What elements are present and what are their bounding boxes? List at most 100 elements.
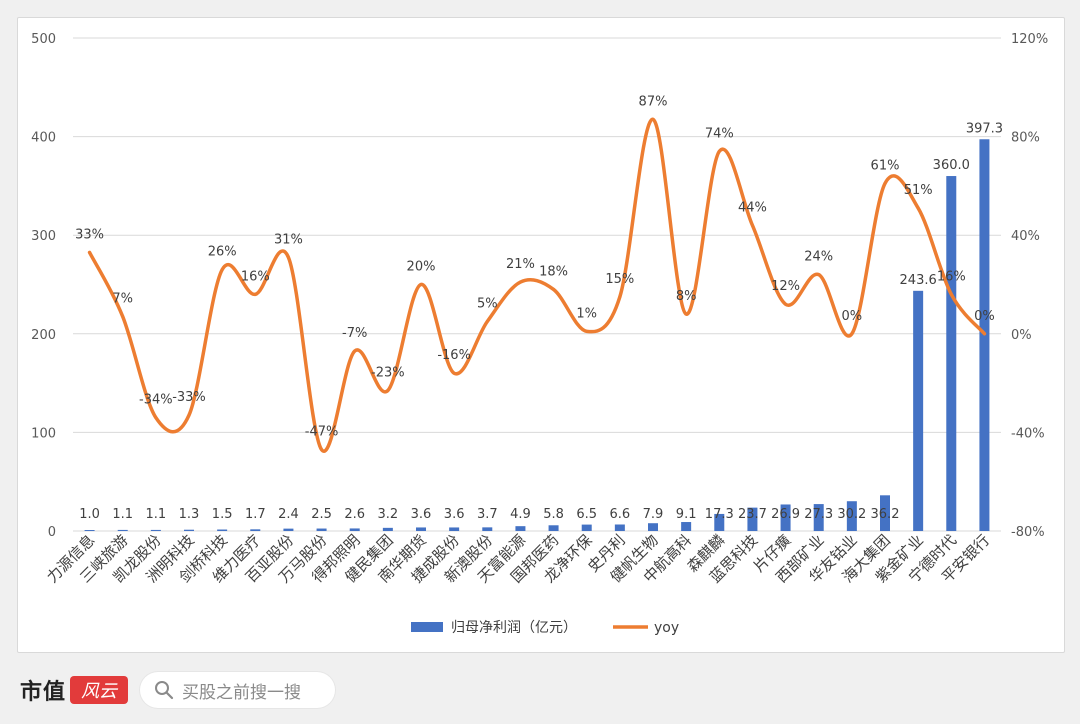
- bar-data-label: 3.6: [444, 507, 465, 522]
- bar: [449, 527, 460, 531]
- bar-data-label: 30.2: [837, 507, 866, 522]
- bar: [515, 526, 526, 531]
- bar-data-label: 243.6: [900, 273, 937, 288]
- bar-data-label: 2.4: [278, 507, 299, 522]
- bar-data-label: 6.5: [576, 507, 597, 522]
- bar: [84, 530, 95, 531]
- yoy-data-label: 0%: [842, 309, 863, 324]
- yoy-data-label: 8%: [676, 289, 697, 304]
- yoy-data-label: 21%: [506, 257, 535, 272]
- bar: [316, 528, 327, 531]
- yoy-point: [452, 371, 456, 375]
- yoy-data-label: -47%: [305, 425, 339, 440]
- bar-data-label: 4.9: [510, 507, 531, 522]
- yoy-data-label: 16%: [241, 269, 270, 284]
- left-tick-label: 300: [31, 229, 56, 244]
- yoy-point: [88, 250, 92, 254]
- yoy-point: [717, 149, 721, 153]
- yoy-data-label: 18%: [539, 264, 568, 279]
- yoy-point: [684, 312, 688, 316]
- search-placeholder: 买股之前搜一搜: [182, 682, 301, 703]
- bar-data-label: 7.9: [643, 507, 664, 522]
- left-tick-label: 200: [31, 328, 56, 343]
- yoy-point: [949, 292, 953, 296]
- combo-chart: 0 100 200 300 400 500 -80% -40% 0% 40% 80% 120% 1.0 1…: [31, 32, 1048, 636]
- yoy-data-label: -7%: [342, 326, 367, 341]
- bar-data-label: 5.8: [543, 507, 564, 522]
- bar-data-label: 360.0: [933, 158, 970, 173]
- bar: [714, 513, 725, 531]
- yoy-point: [850, 332, 854, 336]
- bar: [349, 528, 360, 531]
- bar-data-label: 2.6: [344, 507, 365, 522]
- yoy-point: [817, 273, 821, 277]
- bar: [880, 495, 890, 531]
- bar-data-label: 27.3: [804, 507, 833, 522]
- yoy-point: [883, 181, 887, 185]
- yoy-data-label: 61%: [871, 158, 900, 173]
- right-tick-label: 80%: [1011, 131, 1040, 146]
- bar: [946, 176, 957, 532]
- bar: [184, 529, 194, 531]
- yoy-point: [253, 292, 257, 296]
- yoy-data-label: 7%: [112, 292, 133, 307]
- bar: [614, 524, 625, 531]
- yoy-data-label: 20%: [407, 260, 436, 275]
- yoy-data-label: 5%: [477, 296, 498, 311]
- bar-data-label: 17.3: [705, 507, 734, 522]
- yoy-data-label: -23%: [371, 365, 405, 380]
- yoy-data-label: 87%: [639, 94, 668, 109]
- right-tick-label: -80%: [1011, 525, 1045, 540]
- yoy-data-label: 51%: [904, 183, 933, 198]
- search-icon: [155, 681, 174, 700]
- yoy-point: [386, 388, 390, 392]
- yoy-point: [187, 413, 191, 417]
- yoy-data-label: -34%: [139, 393, 173, 408]
- yoy-point: [485, 319, 489, 323]
- bar: [548, 525, 559, 531]
- yoy-point: [982, 332, 986, 336]
- bar-data-label: 26.9: [771, 507, 800, 522]
- yoy-point: [552, 287, 556, 291]
- bar: [581, 524, 592, 531]
- brand-mark: 风云: [70, 676, 129, 704]
- bar-data-label: 6.6: [610, 507, 631, 522]
- bar: [846, 501, 857, 531]
- yoy-point: [220, 268, 224, 272]
- yoy-data-label: 26%: [208, 245, 237, 260]
- yoy-point: [320, 448, 324, 452]
- bar-data-label: 3.7: [477, 507, 498, 522]
- bar-data-label: 1.1: [146, 507, 167, 522]
- yoy-data-label: 0%: [974, 309, 995, 324]
- search-input[interactable]: 买股之前搜一搜: [140, 672, 335, 708]
- right-tick-label: -40%: [1011, 426, 1045, 441]
- yoy-point: [750, 223, 754, 227]
- bar-data-label: 36.2: [871, 507, 900, 522]
- yoy-data-label: -33%: [172, 390, 206, 405]
- yoy-data-label: 16%: [937, 269, 966, 284]
- bar: [382, 527, 393, 531]
- yoy-line: [87, 117, 987, 453]
- yoy-point: [419, 283, 423, 286]
- legend-label-bar: 归母净利润（亿元）: [451, 619, 577, 636]
- bar: [648, 523, 658, 531]
- yoy-data-label: 31%: [274, 232, 303, 247]
- bar-data-label: 1.0: [79, 507, 100, 522]
- left-tick-label: 500: [31, 32, 56, 47]
- yoy-data-label: 74%: [705, 126, 734, 141]
- bar: [813, 504, 824, 531]
- yoy-data-label: 33%: [75, 227, 104, 242]
- bar: [416, 527, 426, 531]
- right-tick-label: 120%: [1011, 32, 1048, 47]
- bar: [681, 522, 692, 531]
- bar: [482, 527, 493, 531]
- bar: [283, 528, 294, 531]
- right-tick-label: 0%: [1011, 328, 1032, 343]
- yoy-point: [651, 117, 655, 121]
- yoy-point: [518, 280, 522, 284]
- bar: [913, 290, 924, 531]
- bar-data-label: 23.7: [738, 507, 767, 522]
- chart-card: 0 100 200 300 400 500 -80% -40% 0% 40% 80% 120% 1.0 1…: [17, 17, 1065, 653]
- bar: [780, 504, 791, 531]
- brand-logo[interactable]: 市值 风云: [20, 674, 129, 706]
